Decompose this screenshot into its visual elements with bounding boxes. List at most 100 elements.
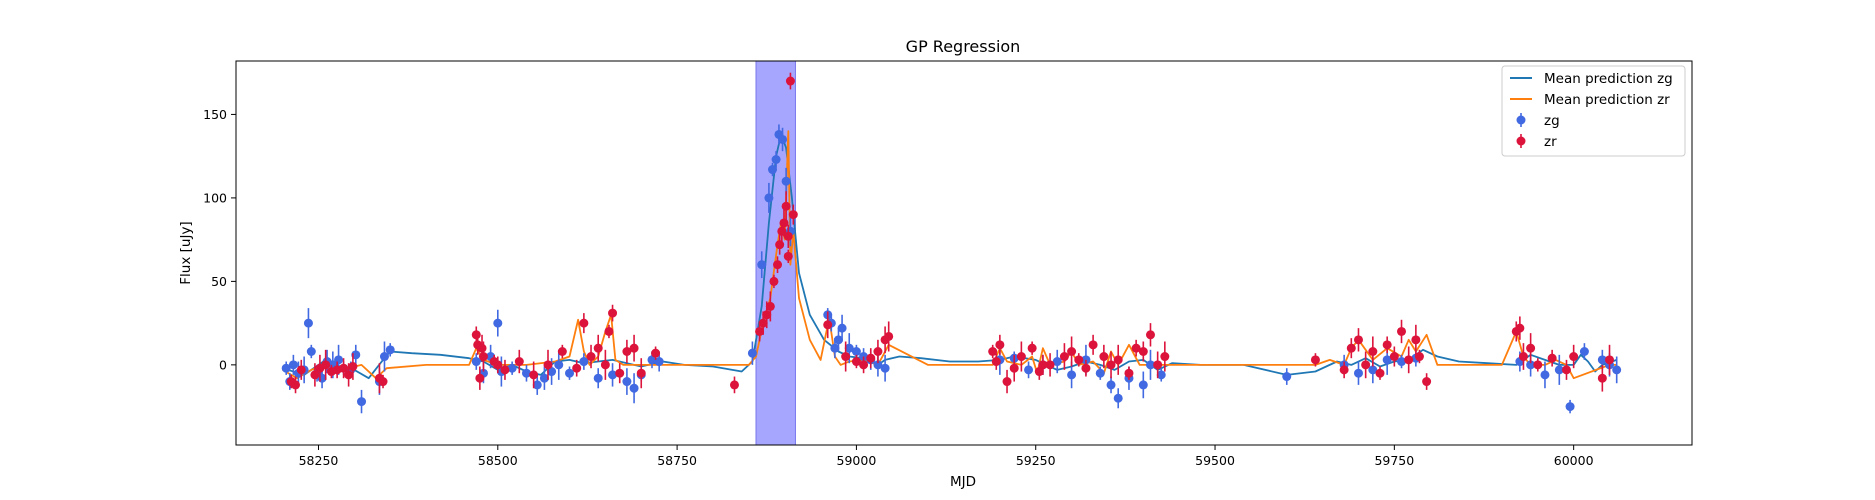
errorbar-series-layer <box>281 72 1622 414</box>
data-point <box>851 347 861 357</box>
data-point <box>543 360 553 370</box>
data-point <box>608 308 618 318</box>
data-point <box>1106 380 1116 390</box>
x-tick-label: 59250 <box>1016 453 1056 468</box>
legend-entry: zr <box>1516 134 1557 150</box>
data-point <box>991 357 1001 367</box>
data-point <box>859 360 869 370</box>
series-points-zr <box>286 72 1615 394</box>
data-point <box>1565 402 1575 412</box>
data-point <box>348 362 358 372</box>
data-point <box>1310 355 1320 365</box>
data-point <box>604 326 614 336</box>
y-tick-label: 150 <box>203 107 227 122</box>
legend-label: zg <box>1544 113 1560 129</box>
data-point <box>500 365 510 375</box>
data-point <box>1375 368 1385 378</box>
data-point <box>1124 368 1134 378</box>
data-point <box>514 357 524 367</box>
data-point <box>281 363 291 373</box>
data-point <box>593 343 603 353</box>
data-point <box>654 357 664 367</box>
data-point <box>1067 347 1077 357</box>
x-tick-label: 59500 <box>1195 453 1235 468</box>
data-point <box>765 301 775 311</box>
data-point <box>1353 335 1363 345</box>
data-point <box>357 397 367 407</box>
data-point <box>1404 355 1414 365</box>
data-point <box>1597 373 1607 383</box>
data-point <box>539 373 549 383</box>
data-point <box>565 368 575 378</box>
data-point <box>1414 352 1424 362</box>
legend: Mean prediction zg Mean prediction zr zg zr <box>1501 65 1686 157</box>
data-point <box>385 345 395 355</box>
data-point <box>851 357 861 367</box>
data-point <box>1397 326 1407 336</box>
data-point <box>1002 377 1012 387</box>
data-point <box>557 347 567 357</box>
data-point <box>1027 343 1037 353</box>
y-tick-label: 100 <box>203 190 227 205</box>
data-point <box>507 363 517 373</box>
y-tick-label: 0 <box>219 357 227 372</box>
data-point <box>1106 360 1116 370</box>
data-point <box>600 360 610 370</box>
data-point <box>1389 352 1399 362</box>
data-point <box>579 357 589 367</box>
data-point <box>1422 377 1432 387</box>
data-point <box>767 165 777 175</box>
data-point <box>823 320 833 330</box>
data-point <box>830 343 840 353</box>
chart-title: GP Regression <box>906 37 1021 56</box>
data-point <box>778 134 788 144</box>
data-point <box>344 370 354 380</box>
data-point <box>1526 360 1536 370</box>
data-point <box>1016 352 1026 362</box>
data-point <box>629 383 639 393</box>
data-point <box>781 201 791 211</box>
data-point <box>755 326 765 336</box>
data-point <box>747 348 757 358</box>
data-point <box>471 330 481 340</box>
data-point <box>785 76 795 86</box>
data-point <box>1024 365 1034 375</box>
y-axis-label: Flux [uJy] <box>178 221 194 284</box>
data-point <box>572 363 582 373</box>
legend-marker-swatch <box>1516 115 1526 125</box>
data-point <box>296 365 306 375</box>
data-point <box>1579 347 1589 357</box>
data-point <box>1540 370 1550 380</box>
data-point <box>1038 360 1048 370</box>
x-tick-label: 58750 <box>657 453 697 468</box>
data-point <box>291 380 301 390</box>
data-point <box>493 360 503 370</box>
data-point <box>1113 355 1123 365</box>
data-point <box>1561 365 1571 375</box>
data-point <box>1081 363 1091 373</box>
data-point <box>651 348 661 358</box>
plot-frame <box>235 60 1693 446</box>
data-point <box>1145 360 1155 370</box>
data-point <box>1346 343 1356 353</box>
data-point <box>1145 330 1155 340</box>
data-point <box>321 360 331 370</box>
data-point <box>1052 357 1062 367</box>
data-point <box>475 373 485 383</box>
data-point <box>1074 355 1084 365</box>
data-point <box>1160 352 1170 362</box>
axes-layer: 58250 58500 58750 59000 59250 59500 59750 60000… <box>203 107 1593 468</box>
x-tick-label: 58500 <box>478 453 518 468</box>
data-point <box>783 231 793 241</box>
legend-marker-swatch <box>1516 136 1526 146</box>
data-point <box>1067 370 1077 380</box>
data-point <box>1138 380 1148 390</box>
data-point <box>764 193 774 203</box>
data-point <box>1526 343 1536 353</box>
data-point <box>1554 365 1564 375</box>
data-point <box>783 251 793 261</box>
data-point <box>880 363 890 373</box>
data-point <box>306 347 316 357</box>
data-point <box>841 352 851 362</box>
data-point <box>1368 347 1378 357</box>
